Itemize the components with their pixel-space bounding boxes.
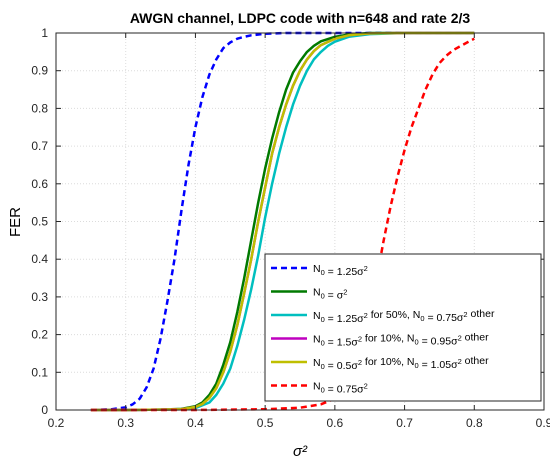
x-tick-label: 0.8: [466, 416, 483, 430]
y-tick-label: 0.6: [31, 177, 48, 191]
legend-entry: N0 = σ2: [313, 287, 347, 302]
legend-box: [264, 253, 542, 402]
y-tick-label: 0.4: [31, 252, 48, 266]
series-line-4: [90, 31, 475, 412]
chart-title: AWGN channel, LDPC code with n=648 and r…: [130, 10, 471, 26]
legend: N0 = 1.25σ2 N0 = σ2 N0 = 1.25σ2 for 50%, N…: [264, 253, 542, 402]
x-tick-label: 0.4: [187, 416, 204, 430]
legend-entry: N0 = 1.25σ2: [313, 263, 368, 278]
x-axis-label: σ²: [293, 443, 308, 460]
legend-entry: N0 = 1.25σ2 for 50%, N0 = 0.75σ2 other: [313, 308, 495, 325]
legend-entry: N0 = 0.5σ2 for 10%, N0 = 1.05σ2 other: [313, 355, 489, 372]
y-tick-label: 0.1: [31, 365, 48, 379]
x-tick-label: 0.5: [257, 416, 274, 430]
x-tick-label: 0.9: [536, 416, 550, 430]
y-tick-label: 0.5: [31, 215, 48, 229]
legend-entry: N0 = 0.75σ2: [313, 381, 368, 396]
y-tick-label: 0.9: [31, 64, 48, 78]
x-tick-label: 0.2: [48, 416, 65, 430]
x-tick-label: 0.3: [117, 416, 134, 430]
x-tick-label: 0.7: [396, 416, 413, 430]
y-tick-label: 0.8: [31, 101, 48, 115]
axis-ticks: 0.2 0.3 0.4 0.5 0.6 0.7 0.8 0.9 0 0.1 0.2 0.3 0.4 0.5…: [31, 26, 550, 430]
y-tick-label: 0: [41, 403, 48, 417]
y-axis-label: FER: [7, 207, 24, 237]
y-tick-label: 0.3: [31, 290, 48, 304]
y-tick-label: 0.7: [31, 139, 48, 153]
series-lines: [90, 31, 475, 412]
series-line-5: [90, 37, 475, 412]
x-tick-label: 0.6: [327, 416, 344, 430]
y-tick-label: 0.2: [31, 328, 48, 342]
y-tick-label: 1: [41, 26, 48, 40]
legend-entry: N0 = 1.5σ2 for 10%, N0 = 0.95σ2 other: [313, 332, 489, 349]
